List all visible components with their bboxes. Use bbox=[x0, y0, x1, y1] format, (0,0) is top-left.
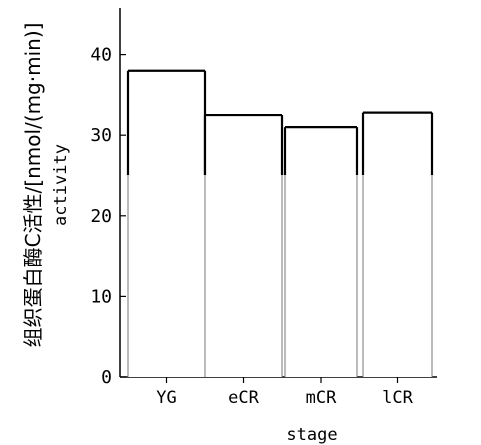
bar bbox=[361, 111, 434, 377]
bar bbox=[283, 126, 359, 377]
x-tick-label: mCR bbox=[306, 388, 337, 408]
x-tick-label: lCR bbox=[382, 388, 413, 408]
y-ticks: 0 10 20 30 40 bbox=[90, 45, 126, 388]
y-tick-label: 0 bbox=[101, 367, 112, 388]
y-tick-label: 20 bbox=[90, 206, 112, 227]
x-tick-label: eCR bbox=[228, 388, 259, 408]
y-tick-label: 30 bbox=[90, 125, 112, 146]
y-axis-title: 组织蛋白酶C活性/[nmol/(mg·min)] bbox=[21, 23, 45, 348]
bars bbox=[126, 69, 434, 378]
bar bbox=[126, 69, 207, 377]
x-ticks: YG eCR mCR lCR bbox=[156, 377, 414, 408]
bar bbox=[203, 113, 284, 378]
y-tick-label: 40 bbox=[90, 45, 112, 66]
y-axis-title-en: activity bbox=[51, 144, 71, 226]
x-axis-title: stage bbox=[286, 425, 337, 445]
x-tick-label: YG bbox=[156, 388, 176, 408]
y-tick-label: 10 bbox=[90, 286, 112, 307]
